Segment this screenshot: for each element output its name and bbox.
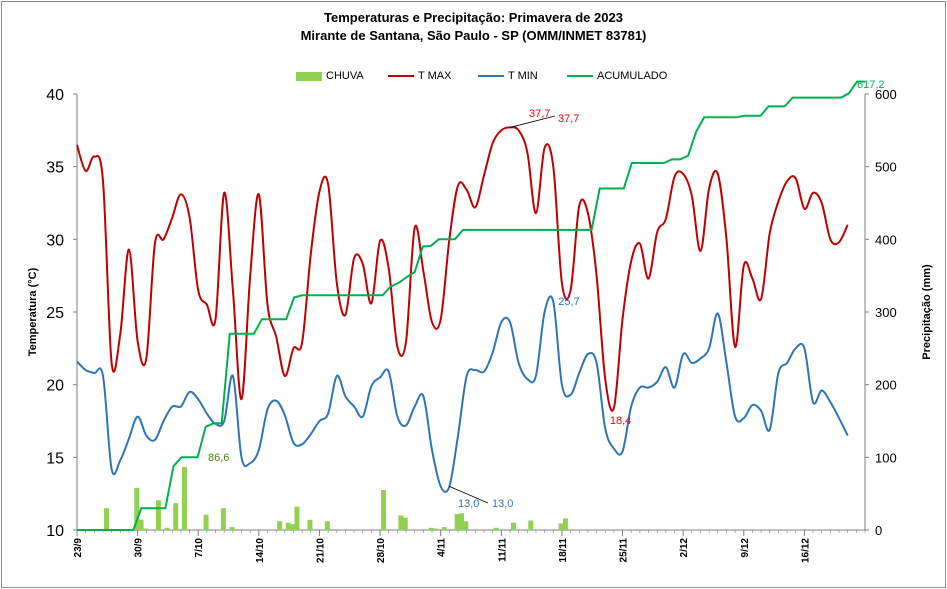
y-right-tick-label: 200 [875,378,897,393]
y-left-tick-label: 20 [46,378,64,395]
rain-bar [454,514,460,530]
y-left-tick-label: 15 [46,450,64,467]
rain-bar [398,515,404,530]
rain-bar [277,521,283,530]
x-tick-label: 18/11 [558,538,569,563]
legend-tmax-label: T MAX [418,70,452,82]
y-left-tick-label: 25 [46,305,64,322]
legend-tmax-swatch [388,75,414,77]
rain-bar [459,513,465,530]
y-right-tick-label: 300 [875,305,897,320]
rain-bar [203,514,209,530]
y-right-tick-label: 400 [875,232,897,247]
rain-bar [441,527,447,530]
rain-bar [142,528,148,530]
x-tick-label: 23/9 [73,538,84,558]
y-right-tick-label: 600 [875,87,897,102]
tmax-peak-label-2: 37,7 [558,113,579,125]
tmin-high-label: 25,7 [558,296,579,308]
x-tick-label: 2/12 [679,538,690,558]
tmin-low-label-2: 13,0 [492,498,513,510]
rain-bar [229,527,235,530]
x-tick-label: 4/11 [437,538,448,557]
legend-acumulado-swatch [567,75,593,77]
y-left-tick-label: 35 [46,160,64,177]
y-axis-right-title: Precipitação (mm) [921,264,933,360]
rain-bar [155,500,161,530]
rain-bar [134,487,140,530]
y-axis-left-title: Temperatura (°C) [27,267,39,356]
tmax-peak-leader [509,115,556,128]
legend-chuva-label: CHUVA [326,70,364,82]
rain-bar [173,503,179,530]
tmin-low-label: 13,0 [458,498,479,510]
tmax-peak-label: 37,7 [529,108,550,120]
y-right-tick-label: 500 [875,160,897,175]
rain-bar [463,521,469,530]
series-acumulado-line [77,80,865,531]
rain-bar [510,522,516,530]
rain-max-label: 86,6 [208,452,229,464]
rain-bar [433,528,439,530]
series-tmin-line [76,295,849,493]
acc-total-label: 617,2 [857,79,885,91]
rain-bar [220,508,226,530]
rain-bar [285,522,291,530]
x-tick-label: 11/11 [497,538,508,562]
tmin-low-leader [449,486,489,504]
rain-bar [324,521,330,530]
chart-subtitle: Mirante de Santana, São Paulo - SP (OMM/… [300,28,647,43]
rain-bar [558,523,564,530]
x-tick-label: 14/10 [255,538,266,563]
rain-bar [493,527,499,530]
legend-acumulado: ACUMULADO [567,70,667,82]
legend-tmin-label: T MIN [508,70,538,82]
rain-bar [562,518,568,530]
y-right-tick-label: 0 [875,523,882,538]
rain-bar [294,506,300,530]
legend-chuva: CHUVA [296,70,364,82]
tmax-low-label: 18,4 [610,415,631,427]
chart-title: Temperaturas e Precipitação: Primavera d… [324,10,623,25]
x-tick-label: 28/10 [376,538,387,563]
x-tick-label: 16/12 [800,538,811,563]
y-left-tick-label: 40 [46,87,64,104]
legend-tmin-swatch [478,75,504,77]
rain-bar [181,467,187,530]
x-tick-label: 7/10 [194,538,205,558]
rain-bar [138,519,144,530]
x-tick-label: 30/9 [134,538,145,558]
x-tick-label: 21/10 [315,538,326,563]
rain-bar [381,490,387,530]
rain-bar [164,527,170,530]
y-left-tick-label: 10 [46,523,64,540]
rain-bar [528,520,534,530]
legend-chuva-swatch [296,71,322,81]
y-right-tick-label: 100 [875,450,897,465]
x-tick-label: 25/11 [619,538,630,563]
rain-bar [402,517,408,530]
legend-tmin: T MIN [478,70,538,82]
y-left-tick-label: 30 [46,232,64,249]
rain-bar [290,524,296,530]
rain-bar [428,527,434,530]
legend-acumulado-label: ACUMULADO [597,70,668,82]
rain-bar [103,508,109,530]
legend-tmax: T MAX [388,70,451,82]
series-tmax-line [76,126,849,412]
rain-bar [307,519,313,530]
x-tick-label: 9/12 [740,538,751,558]
